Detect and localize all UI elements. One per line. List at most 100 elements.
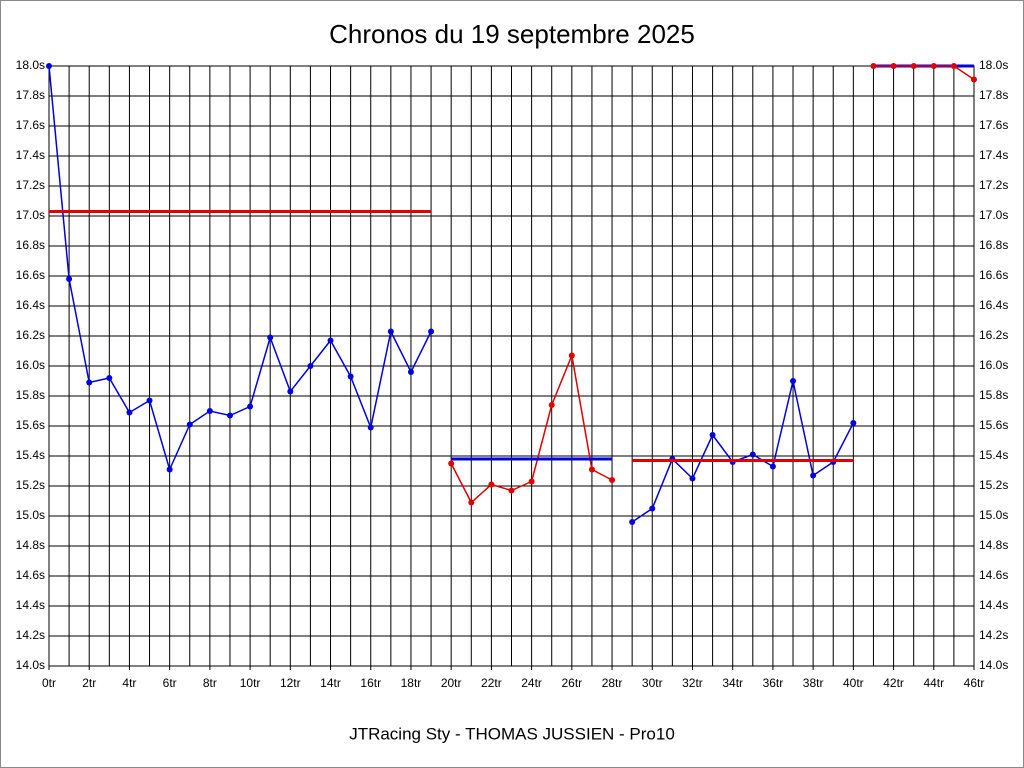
y-tick-label: 14.0s <box>16 658 45 672</box>
x-tick-label: 18tr <box>401 676 422 690</box>
lap-marker <box>347 373 354 380</box>
plot-border <box>48 65 975 667</box>
x-tick-label: 38tr <box>803 676 824 690</box>
lap-marker <box>790 378 797 384</box>
y-tick-label: 17.0s <box>16 208 45 222</box>
x-tick-label: 42tr <box>883 676 904 690</box>
x-tick-label: 36tr <box>763 676 784 690</box>
lap-marker <box>226 412 233 419</box>
y-tick-label-right: 16.4s <box>979 298 1008 312</box>
lap-marker <box>528 478 535 485</box>
y-tick-label: 17.8s <box>16 88 45 102</box>
x-tick-label: 20tr <box>441 676 462 690</box>
y-tick-label: 16.8s <box>16 238 45 252</box>
lap-marker <box>930 63 937 69</box>
lap-marker <box>709 432 716 438</box>
lap-marker <box>106 375 113 381</box>
y-tick-label-right: 17.6s <box>979 118 1008 132</box>
y-tick-label: 15.6s <box>16 418 45 432</box>
lap-marker <box>488 481 495 488</box>
lap-marker <box>689 475 696 482</box>
y-tick-label: 14.2s <box>16 628 45 642</box>
y-tick-label: 16.6s <box>16 268 45 282</box>
y-tick-label: 14.4s <box>16 598 45 612</box>
y-tick-label-right: 14.0s <box>979 658 1008 672</box>
y-tick-label-right: 15.0s <box>979 508 1008 522</box>
lap-marker <box>66 276 73 282</box>
y-tick-label: 14.8s <box>16 538 45 552</box>
lap-marker <box>287 388 294 395</box>
lap-marker <box>910 63 917 69</box>
y-tick-label-right: 15.6s <box>979 418 1008 432</box>
y-tick-label-right: 17.4s <box>979 148 1008 162</box>
lap-marker <box>46 63 52 69</box>
y-tick-label: 15.8s <box>16 388 45 402</box>
y-tick-label: 17.4s <box>16 148 45 162</box>
x-tick-label: 8tr <box>203 676 217 690</box>
y-tick-label-right: 14.8s <box>979 538 1008 552</box>
lap-marker <box>468 499 475 506</box>
lap-marker <box>850 420 857 426</box>
lap-marker <box>649 505 656 512</box>
y-tick-label-right: 17.8s <box>979 88 1008 102</box>
y-tick-label-right: 16.2s <box>979 328 1008 342</box>
lap-marker <box>810 472 817 479</box>
y-tick-label-right: 17.0s <box>979 208 1008 222</box>
x-tick-label: 44tr <box>923 676 944 690</box>
lap-marker <box>870 63 877 69</box>
x-tick-label: 46tr <box>964 676 985 690</box>
lap-marker <box>971 76 977 83</box>
lap-marker <box>548 402 555 408</box>
lap-marker <box>749 451 756 458</box>
lap-marker <box>609 477 616 483</box>
x-tick-label: 12tr <box>280 676 301 690</box>
x-tick-label: 34tr <box>722 676 743 690</box>
y-tick-label: 15.4s <box>16 448 45 462</box>
x-tick-label: 6tr <box>163 676 177 690</box>
y-tick-label-right: 16.0s <box>979 358 1008 372</box>
x-tick-label: 30tr <box>642 676 663 690</box>
lap-marker <box>428 328 435 335</box>
lap-marker <box>247 403 254 410</box>
lap-line <box>48 65 432 472</box>
y-tick-label: 15.2s <box>16 478 45 492</box>
x-tick-label: 4tr <box>122 676 136 690</box>
lap-marker <box>206 408 213 414</box>
y-tick-label-right: 15.2s <box>979 478 1008 492</box>
lap-marker <box>186 421 193 428</box>
lap-marker <box>508 487 515 494</box>
lap-marker <box>126 409 133 416</box>
lap-marker <box>166 466 173 473</box>
lap-marker <box>367 424 374 431</box>
y-tick-label: 18.0s <box>16 58 45 72</box>
y-tick-label-right: 16.8s <box>979 238 1008 252</box>
lap-marker <box>769 463 776 470</box>
x-tick-label: 24tr <box>521 676 542 690</box>
y-tick-label-right: 18.0s <box>979 58 1008 72</box>
lap-marker <box>86 379 93 386</box>
x-tick-label: 22tr <box>481 676 502 690</box>
x-tick-label: 32tr <box>682 676 703 690</box>
lap-marker <box>146 397 153 404</box>
chart-title: Chronos du 19 septembre 2025 <box>329 19 695 49</box>
lap-marker <box>387 328 394 335</box>
x-tick-label: 40tr <box>843 676 864 690</box>
lap-marker <box>327 337 334 344</box>
y-tick-label: 14.6s <box>16 568 45 582</box>
lap-marker <box>588 466 595 473</box>
lap-line <box>631 380 855 523</box>
lap-marker <box>950 63 957 69</box>
y-tick-label: 16.4s <box>16 298 45 312</box>
x-tick-label: 0tr <box>42 676 56 690</box>
y-tick-label: 17.2s <box>16 178 45 192</box>
lap-marker <box>267 334 274 341</box>
x-axis-label: JTRacing Sty - THOMAS JUSSIEN - Pro10 <box>349 724 675 743</box>
lap-marker <box>448 460 455 467</box>
y-tick-label-right: 15.8s <box>979 388 1008 402</box>
y-tick-label: 16.0s <box>16 358 45 372</box>
x-tick-label: 10tr <box>240 676 261 690</box>
x-tick-label: 16tr <box>360 676 381 690</box>
y-tick-label-right: 14.4s <box>979 598 1008 612</box>
y-tick-label-right: 15.4s <box>979 448 1008 462</box>
